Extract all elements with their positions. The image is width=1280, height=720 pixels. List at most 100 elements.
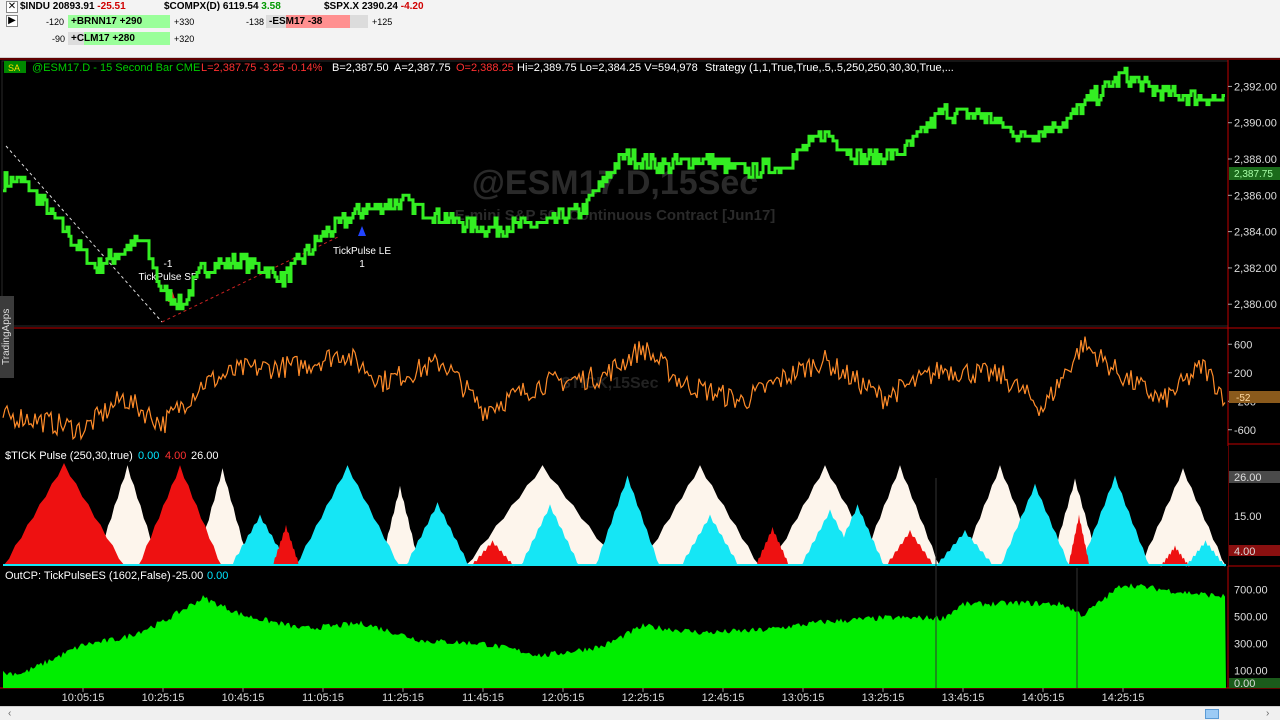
header-strategy: Strategy (1,1,True,True,.5,.5,250,250,30… xyxy=(705,62,954,74)
close-icon[interactable]: ✕ xyxy=(6,1,18,13)
last-price-label: 2,387.75 xyxy=(1234,169,1273,180)
header-bid: B=2,387.50 xyxy=(332,62,389,74)
price-tick-label: 2,388.00 xyxy=(1234,154,1277,166)
time-axis: 10:05:15 10:25:15 10:45:15 11:05:15 11:25:15… xyxy=(62,688,1144,704)
outcp-axis-label: 0.00 xyxy=(1234,678,1255,690)
scroll-thumb[interactable] xyxy=(1205,709,1219,719)
pulse-red-block xyxy=(272,524,300,566)
pulse-red-block xyxy=(470,540,515,567)
time-tick-label: 10:25:15 xyxy=(142,692,185,704)
quote-indu[interactable]: $INDU 20893.91 -25.51 xyxy=(20,1,126,12)
chart-svg[interactable]: @ESM17.D,15Sec E-mini S&P 500 Continuous… xyxy=(0,58,1280,706)
expand-icon[interactable]: ▶ xyxy=(6,15,18,27)
pulse-cyan-block xyxy=(1000,483,1070,566)
time-tick-label: 13:45:15 xyxy=(942,692,985,704)
pulse-red-block xyxy=(138,465,222,566)
outcp-axis-label: 300.00 xyxy=(1234,639,1268,651)
tick-axis-label: -600 xyxy=(1234,425,1256,437)
price-pane[interactable] xyxy=(1,60,1229,327)
pill-left-value: -90 xyxy=(52,34,66,44)
pill-right-value: +320 xyxy=(174,34,195,44)
tick-line xyxy=(2,336,1226,441)
header-hilo: Hi=2,389.75 Lo=2,384.25 V=594,978 xyxy=(517,62,698,74)
sa-badge[interactable] xyxy=(4,61,26,73)
pulse-value-3: 26.00 xyxy=(191,450,219,462)
quote-pill-cl[interactable]: +CLM17 +280 xyxy=(68,32,170,45)
price-tick-label: 2,386.00 xyxy=(1234,190,1277,202)
pulse-marker xyxy=(1229,471,1280,483)
pulse-red-block xyxy=(3,463,125,566)
quote-pill-es[interactable]: -ESM17 -38 xyxy=(266,15,368,28)
horizontal-scrollbar[interactable]: ‹ › xyxy=(0,706,1280,720)
trading-apps-tab[interactable]: TradingApps xyxy=(0,296,14,378)
pill-right-value: +125 xyxy=(372,17,393,27)
last-price-marker xyxy=(1229,167,1280,180)
time-tick-label: 12:45:15 xyxy=(702,692,745,704)
quote-pill-brn[interactable]: +BRNN17 +290 xyxy=(68,15,170,28)
outcp-marker xyxy=(1229,678,1280,688)
outcp-axis-label: 100.00 xyxy=(1234,665,1268,677)
outcp-area xyxy=(3,583,1226,688)
outcp-value-2: 0.00 xyxy=(207,570,228,582)
signal-qty: -1 xyxy=(164,259,173,270)
chart-watermark-subtitle: E-mini S&P 500 Continuous Contract [Jun1… xyxy=(455,207,776,224)
header-last: L=2,387.75 -3.25 -0.14% xyxy=(201,62,323,74)
tick-last-label: -52 xyxy=(1236,393,1251,404)
quote-bar: ✕ $INDU 20893.91 -25.51 $COMPX(D) 6119.5… xyxy=(0,0,1280,58)
tick-series xyxy=(2,336,1226,441)
pulse-cyan-block xyxy=(1080,475,1150,566)
price-tick-label: 2,390.00 xyxy=(1234,118,1277,130)
price-line xyxy=(3,66,1225,311)
chart-area[interactable]: @ESM17.D,15Sec E-mini S&P 500 Continuous… xyxy=(0,58,1280,706)
pulse-series xyxy=(3,463,1226,567)
pulse-baseline xyxy=(3,564,1226,566)
time-tick-label: 10:45:15 xyxy=(222,692,265,704)
pill-left-value: -138 xyxy=(246,17,265,27)
pulse-cyan-block xyxy=(295,465,400,566)
tick-axis-label: 200 xyxy=(1234,368,1252,380)
pulse-white-block xyxy=(1140,468,1226,566)
price-series xyxy=(3,66,1225,311)
pulse-white-block xyxy=(1050,478,1100,566)
quote-symbol: $INDU xyxy=(20,1,51,12)
tick-last-marker xyxy=(1229,391,1280,403)
price-axis: 2,392.00 2,390.00 2,388.00 2,386.00 2,384.00… xyxy=(1228,81,1277,311)
time-tick-label: 11:25:15 xyxy=(382,692,424,704)
quote-change: -25.51 xyxy=(97,1,126,12)
buy-arrow-icon xyxy=(358,226,366,236)
pulse-axis-label: 26.00 xyxy=(1234,472,1262,484)
pill-left-value: -120 xyxy=(46,17,65,27)
quote-price: 2390.24 xyxy=(361,1,398,12)
scroll-left-icon[interactable]: ‹ xyxy=(8,708,12,719)
pulse-white-block xyxy=(380,485,420,566)
quote-compx[interactable]: $COMPX(D) 6119.54 3.58 xyxy=(164,1,281,12)
pulse-cyan-block xyxy=(830,504,885,566)
header-symbol: @ESM17.D - 15 Second Bar CME xyxy=(32,62,200,74)
quote-change: -4.20 xyxy=(400,1,424,12)
time-tick-label: 11:45:15 xyxy=(462,692,504,704)
pill-right-value: +330 xyxy=(174,17,195,27)
pulse-red-block xyxy=(885,529,935,566)
pulse-axis-label: 4.00 xyxy=(1234,546,1255,558)
outcp-axis: 700.00 500.00 300.00 100.000.00 xyxy=(1234,585,1268,690)
quote-price: 20893.91 xyxy=(52,1,95,12)
pulse-white-block xyxy=(860,465,940,566)
outcp-axis-label: 500.00 xyxy=(1234,612,1268,624)
quote-price: 6119.54 xyxy=(222,1,259,12)
signal-label-le: TickPulse LE xyxy=(333,246,391,257)
quote-symbol: $SPX.X xyxy=(324,1,360,12)
pulse-white-block xyxy=(95,465,160,566)
scroll-right-icon[interactable]: › xyxy=(1266,708,1270,719)
pulse-cyan-block xyxy=(405,502,470,566)
pulse-axis: 26.00 15.00 4.00 xyxy=(1234,472,1262,558)
pulse-cyan-block xyxy=(935,529,995,566)
outcp-series xyxy=(3,583,1226,688)
tick-watermark: $TICK,15Sec xyxy=(562,375,659,392)
quote-spx[interactable]: $SPX.X 2390.24 -4.20 xyxy=(324,1,424,12)
header-open: O=2,388.25 xyxy=(456,62,514,74)
signal-label-se: TickPulse SE xyxy=(138,272,197,283)
pulse-marker-red xyxy=(1229,545,1280,556)
time-tick-label: 12:05:15 xyxy=(542,692,585,704)
